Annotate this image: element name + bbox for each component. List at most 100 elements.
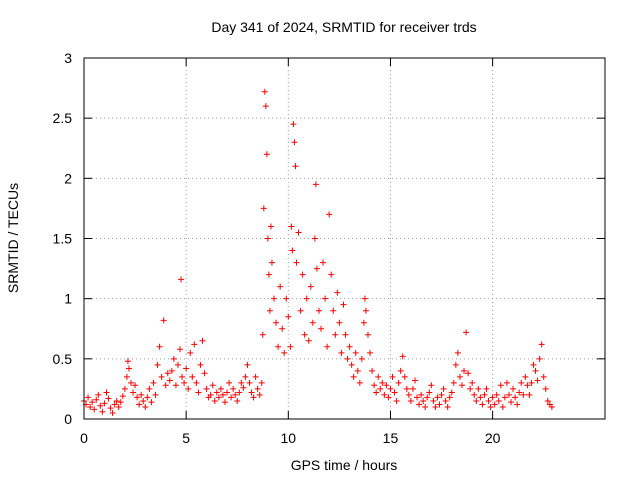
data-point — [154, 361, 161, 368]
data-point — [536, 355, 543, 362]
data-point — [367, 349, 374, 356]
data-point — [117, 399, 124, 406]
data-point — [542, 385, 549, 392]
data-point — [234, 397, 241, 404]
data-point — [228, 394, 235, 401]
x-axis-label: GPS time / hours — [291, 457, 398, 473]
data-point — [320, 259, 327, 266]
data-point — [201, 370, 208, 377]
data-point — [250, 394, 257, 401]
data-point — [438, 391, 445, 398]
data-point — [420, 397, 427, 404]
data-point — [424, 394, 431, 401]
x-tick-label: 20 — [485, 430, 501, 446]
data-point — [164, 370, 171, 377]
data-point — [373, 389, 380, 396]
data-point — [95, 391, 102, 398]
data-point — [330, 307, 337, 314]
data-point — [193, 379, 200, 386]
data-point — [397, 367, 404, 374]
data-point — [324, 343, 331, 350]
data-point — [446, 394, 453, 401]
data-point — [444, 403, 451, 410]
x-tick-label: 5 — [182, 430, 190, 446]
data-point — [295, 229, 302, 236]
data-point — [501, 394, 508, 401]
data-point — [179, 373, 186, 380]
data-point — [422, 403, 429, 410]
data-point — [322, 295, 329, 302]
data-point — [475, 385, 482, 392]
data-point — [158, 373, 165, 380]
data-point — [538, 341, 545, 348]
data-point — [483, 385, 490, 392]
data-point — [150, 379, 157, 386]
data-point — [409, 385, 416, 392]
data-point — [303, 295, 310, 302]
data-point — [85, 394, 92, 401]
data-point — [97, 402, 104, 409]
y-tick-label: 2.5 — [53, 110, 73, 126]
data-point — [479, 401, 486, 408]
data-point — [156, 343, 163, 350]
data-point — [544, 397, 551, 404]
data-point — [461, 367, 468, 374]
data-point — [463, 329, 470, 336]
data-point — [469, 379, 476, 386]
x-tick-label: 15 — [383, 430, 399, 446]
data-point — [124, 358, 131, 365]
data-point — [326, 211, 333, 218]
data-point — [262, 103, 269, 110]
data-point — [399, 353, 406, 360]
data-point — [307, 283, 314, 290]
data-point — [508, 399, 515, 406]
data-point — [328, 271, 335, 278]
data-point — [418, 391, 425, 398]
y-tick-label: 1.5 — [53, 231, 73, 247]
data-point — [442, 397, 449, 404]
data-point — [434, 394, 441, 401]
data-point — [450, 379, 457, 386]
data-point — [291, 139, 298, 146]
data-point — [414, 394, 421, 401]
data-point — [371, 382, 378, 389]
data-point — [297, 307, 304, 314]
data-point — [130, 389, 137, 396]
data-point — [311, 235, 318, 242]
data-point — [260, 205, 267, 212]
data-point — [125, 365, 132, 372]
data-point — [242, 373, 249, 380]
data-point — [416, 401, 423, 408]
data-point — [548, 403, 555, 410]
data-point — [103, 389, 110, 396]
data-point — [187, 349, 194, 356]
data-point — [393, 397, 400, 404]
data-point — [168, 367, 175, 374]
data-point — [142, 403, 149, 410]
data-point — [440, 385, 447, 392]
x-tick-label: 0 — [80, 430, 88, 446]
data-point — [477, 394, 484, 401]
data-point — [332, 331, 339, 338]
data-point — [309, 319, 316, 326]
data-point — [379, 379, 386, 386]
data-point — [246, 379, 253, 386]
data-point — [119, 393, 126, 400]
data-point — [99, 408, 106, 415]
data-point — [465, 370, 472, 377]
y-tick-label: 0 — [64, 411, 72, 427]
data-point — [289, 247, 296, 254]
data-point — [248, 389, 255, 396]
data-point — [487, 403, 494, 410]
data-point — [428, 382, 435, 389]
data-point — [481, 391, 488, 398]
data-point — [170, 355, 177, 362]
data-point — [405, 391, 412, 398]
data-point — [148, 399, 155, 406]
data-point — [266, 307, 273, 314]
data-point — [407, 397, 414, 404]
data-point — [221, 399, 228, 406]
data-point — [534, 377, 541, 384]
data-point — [226, 379, 233, 386]
data-point — [121, 385, 128, 392]
